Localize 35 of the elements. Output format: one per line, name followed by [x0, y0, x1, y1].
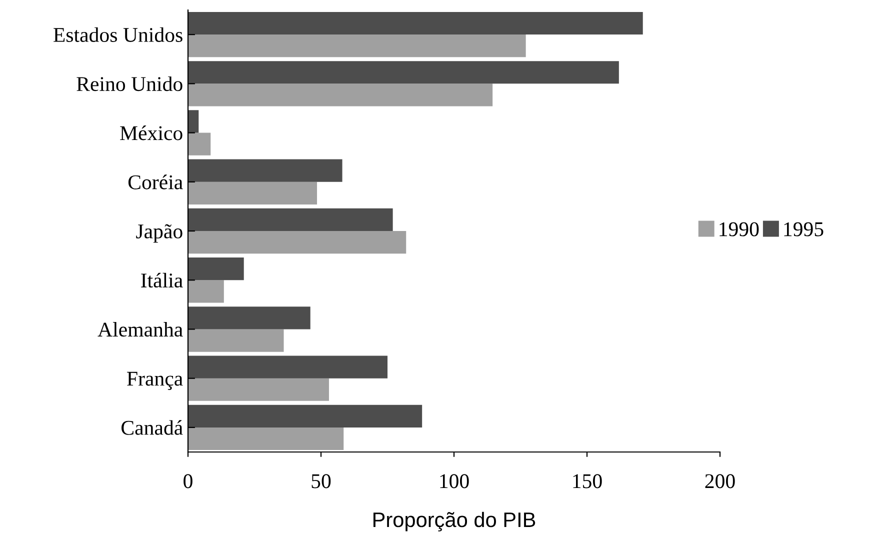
- bar: [188, 132, 211, 156]
- bar: [188, 84, 493, 106]
- x-tick-label: 100: [440, 474, 469, 488]
- bar: [188, 280, 224, 303]
- y-tick-label: Coréia: [128, 174, 183, 190]
- x-tick-label: 200: [705, 474, 735, 488]
- bar: [188, 378, 329, 401]
- y-tick-label: México: [120, 126, 182, 140]
- bar: [188, 34, 526, 58]
- x-tick-label: 0: [184, 474, 192, 488]
- legend-label: 1995: [784, 222, 824, 236]
- y-tick-label: Reino Unido: [76, 76, 182, 92]
- y-tick-label: Estados Unidos: [54, 27, 182, 42]
- bar: [188, 231, 406, 254]
- bar: [188, 159, 342, 182]
- x-tick-label: 150: [573, 474, 602, 488]
- bar: [188, 110, 199, 133]
- bar: [188, 61, 619, 84]
- bar: [188, 427, 344, 450]
- bar: [188, 306, 310, 330]
- x-tick-label: 50: [312, 474, 331, 488]
- bar: [188, 208, 393, 231]
- y-tick-label: Alemanha: [98, 322, 183, 337]
- y-tick-label: Japão: [136, 224, 182, 243]
- bar: [188, 356, 388, 378]
- legend-label: 1990: [720, 222, 759, 236]
- x-axis-title: Proporção do PIB: [373, 512, 536, 532]
- y-tick-label: Canadá: [122, 420, 183, 435]
- bar: [188, 182, 318, 204]
- bar: [188, 12, 643, 35]
- y-tick-label: Itália: [141, 272, 183, 288]
- bar: [188, 329, 284, 352]
- bar: [188, 404, 422, 428]
- bar: [188, 258, 244, 280]
- y-tick-label: França: [127, 372, 183, 390]
